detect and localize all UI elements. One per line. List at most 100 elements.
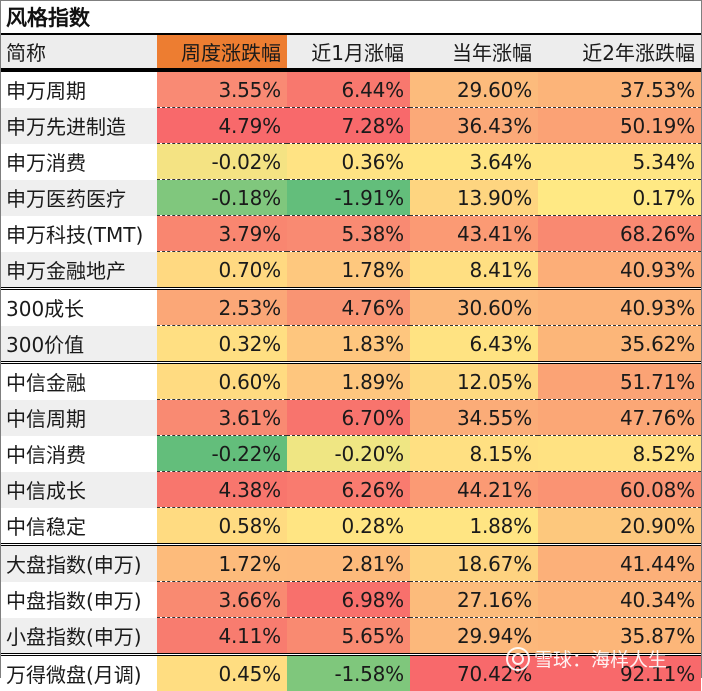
value-cell[interactable]: 1.88% [410,508,538,545]
value-cell[interactable]: 6.70% [287,400,410,436]
index-name-cell[interactable]: 中信稳定 [1,508,157,545]
value-cell[interactable]: 41.44% [538,545,701,582]
value-cell[interactable]: 40.93% [538,289,701,326]
index-name-cell[interactable]: 申万医药医疗 [1,180,157,216]
value-cell[interactable]: 47.76% [538,400,701,436]
value-cell[interactable]: 35.87% [538,618,701,655]
column-header-weekly[interactable]: 周度涨跌幅 [157,35,287,70]
value-cell[interactable]: 40.34% [538,582,701,618]
value-cell[interactable]: 50.19% [538,108,701,144]
value-cell[interactable]: 29.94% [410,618,538,655]
value-cell[interactable]: 3.79% [157,216,287,252]
value-cell[interactable]: 4.76% [287,289,410,326]
column-header-ytd[interactable]: 当年涨幅 [410,35,538,70]
value-cell[interactable]: 40.93% [538,252,701,289]
table-row: 申万医药医疗-0.18%-1.91%13.90%0.17% [1,180,701,216]
value-cell[interactable]: 44.21% [410,472,538,508]
value-cell[interactable]: 51.71% [538,363,701,400]
value-cell[interactable]: 2.53% [157,289,287,326]
value-cell[interactable]: 3.55% [157,70,287,108]
value-cell[interactable]: 0.45% [157,655,287,691]
index-name-cell[interactable]: 300成长 [1,289,157,326]
index-name-cell[interactable]: 300价值 [1,326,157,363]
value-cell[interactable]: 0.32% [157,326,287,363]
value-cell[interactable]: 60.08% [538,472,701,508]
value-cell[interactable]: 5.65% [287,618,410,655]
value-cell[interactable]: 3.61% [157,400,287,436]
value-cell[interactable]: 1.83% [287,326,410,363]
index-name-cell[interactable]: 大盘指数(申万) [1,545,157,582]
value-cell[interactable]: 13.90% [410,180,538,216]
value-cell[interactable]: -1.58% [287,655,410,691]
index-name-cell[interactable]: 小盘指数(申万) [1,618,157,655]
value-cell[interactable]: 4.11% [157,618,287,655]
value-cell[interactable]: -0.22% [157,436,287,472]
index-name-cell[interactable]: 中信消费 [1,436,157,472]
value-cell[interactable]: 70.42% [410,655,538,691]
index-name-cell[interactable]: 万得微盘(月调) [1,655,157,691]
value-cell[interactable]: -1.91% [287,180,410,216]
index-name-cell[interactable]: 中信成长 [1,472,157,508]
value-cell[interactable]: 3.66% [157,582,287,618]
value-cell[interactable]: 7.28% [287,108,410,144]
column-header-name[interactable]: 简称 [1,35,157,70]
value-cell[interactable]: 0.28% [287,508,410,545]
table-row: 申万消费-0.02%0.36%3.64%5.34% [1,144,701,180]
column-header-2year[interactable]: 近2年涨跌幅 [538,35,701,70]
value-cell[interactable]: 12.05% [410,363,538,400]
value-cell[interactable]: 6.44% [287,70,410,108]
value-cell[interactable]: 0.58% [157,508,287,545]
table-row: 大盘指数(申万)1.72%2.81%18.67%41.44% [1,545,701,582]
value-cell[interactable]: 34.55% [410,400,538,436]
value-cell[interactable]: 6.98% [287,582,410,618]
value-cell[interactable]: 68.26% [538,216,701,252]
index-name-cell[interactable]: 申万科技(TMT) [1,216,157,252]
index-name-cell[interactable]: 中盘指数(申万) [1,582,157,618]
index-name-cell[interactable]: 申万周期 [1,70,157,108]
value-cell[interactable]: -0.18% [157,180,287,216]
value-cell[interactable]: 5.34% [538,144,701,180]
value-cell[interactable]: 8.41% [410,252,538,289]
index-name-cell[interactable]: 申万先进制造 [1,108,157,144]
value-cell[interactable]: 92.11% [538,655,701,691]
value-cell[interactable]: 29.60% [410,70,538,108]
value-cell[interactable]: 30.60% [410,289,538,326]
index-name-cell[interactable]: 申万消费 [1,144,157,180]
value-cell[interactable]: 36.43% [410,108,538,144]
value-cell[interactable]: 8.15% [410,436,538,472]
value-cell[interactable]: 4.38% [157,472,287,508]
value-cell[interactable]: -0.20% [287,436,410,472]
value-cell[interactable]: 0.60% [157,363,287,400]
value-cell[interactable]: 1.72% [157,545,287,582]
value-cell[interactable]: 0.17% [538,180,701,216]
sheet-title: 风格指数 [1,1,701,35]
value-cell[interactable]: 8.52% [538,436,701,472]
value-cell[interactable]: 0.70% [157,252,287,289]
value-cell[interactable]: 1.89% [287,363,410,400]
value-cell[interactable]: 4.79% [157,108,287,144]
column-header-1month[interactable]: 近1月涨幅 [287,35,410,70]
value-cell[interactable]: 27.16% [410,582,538,618]
value-cell[interactable]: 18.67% [410,545,538,582]
value-cell[interactable]: 20.90% [538,508,701,545]
value-cell[interactable]: 0.36% [287,144,410,180]
value-cell[interactable]: 1.78% [287,252,410,289]
value-cell[interactable]: -0.02% [157,144,287,180]
value-cell[interactable]: 6.43% [410,326,538,363]
index-name-cell[interactable]: 中信周期 [1,400,157,436]
index-name-cell[interactable]: 中信金融 [1,363,157,400]
value-cell[interactable]: 37.53% [538,70,701,108]
index-name-cell[interactable]: 申万金融地产 [1,252,157,289]
value-cell[interactable]: 5.38% [287,216,410,252]
value-cell[interactable]: 35.62% [538,326,701,363]
value-cell[interactable]: 3.64% [410,144,538,180]
value-cell[interactable]: 2.81% [287,545,410,582]
value-cell[interactable]: 43.41% [410,216,538,252]
value-cell[interactable]: 6.26% [287,472,410,508]
